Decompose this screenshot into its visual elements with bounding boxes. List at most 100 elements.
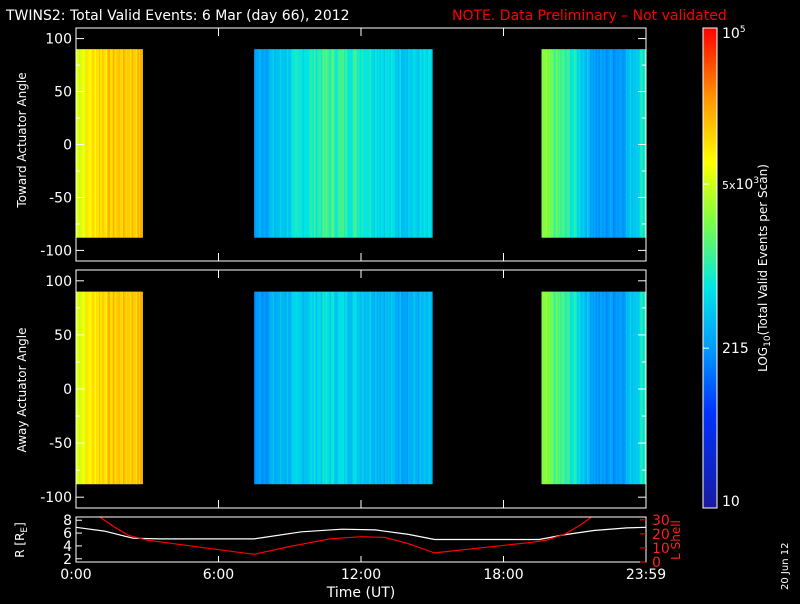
heatmap-column: [642, 49, 645, 238]
heatmap-column: [555, 291, 558, 485]
heatmap-column: [601, 291, 604, 485]
heatmap-column: [268, 291, 271, 485]
heatmap-column: [641, 49, 644, 238]
heatmap-column: [578, 291, 581, 485]
heatmap-column: [355, 291, 358, 485]
heatmap-column: [295, 291, 298, 485]
heatmap-column: [259, 291, 262, 485]
heatmap-column: [635, 291, 638, 485]
heatmap-column: [80, 49, 83, 238]
heatmap-column: [618, 291, 621, 485]
heatmap-column: [636, 291, 639, 485]
y-tick-label: 0: [63, 382, 72, 398]
heatmap-column: [361, 49, 363, 238]
heatmap-column: [318, 49, 321, 238]
heatmap-column: [612, 291, 615, 485]
heatmap-column: [84, 49, 87, 238]
heatmap-column: [425, 49, 427, 238]
colorbar-tick-label: 105: [722, 25, 746, 42]
heatmap-column: [634, 291, 636, 485]
heatmap-column: [385, 49, 388, 238]
chart-title: TWINS2: Total Valid Events: 6 Mar (day 6…: [5, 8, 350, 24]
heatmap-column: [281, 291, 284, 485]
y-axis-label: Toward Actuator Angle: [15, 72, 29, 208]
heatmap-column: [409, 49, 412, 238]
heatmap-column: [572, 291, 575, 485]
heatmap-column: [390, 49, 393, 238]
radius-axis-label: R [RE]: [13, 522, 30, 558]
colorbar-ticks: 105 5x103 215 10: [703, 25, 759, 510]
heatmap-column: [599, 49, 602, 238]
heatmap-column: [268, 49, 271, 238]
heatmap-column: [624, 291, 626, 485]
heatmap-column: [254, 291, 256, 485]
heatmap-column: [118, 291, 121, 485]
heatmap-column: [430, 291, 433, 485]
heatmap-column: [294, 291, 296, 485]
heatmap-column: [415, 49, 417, 238]
y-tick-label: -100: [40, 243, 72, 259]
heatmap-column: [302, 49, 305, 238]
heatmap-column: [299, 49, 302, 238]
heatmap-column: [595, 49, 598, 238]
heatmap-column: [376, 49, 379, 238]
heatmap-column: [589, 291, 592, 485]
heatmap-column: [121, 49, 124, 238]
heatmap-column: [117, 291, 120, 485]
heatmap-column: [313, 291, 316, 485]
heatmap-column: [604, 291, 607, 485]
heatmap-column: [77, 291, 80, 485]
y-tick-label: 100: [45, 274, 72, 290]
heatmap-column: [632, 49, 635, 238]
heatmap-column: [332, 49, 335, 238]
heatmap-column: [561, 291, 564, 485]
heatmap-column: [634, 49, 636, 238]
heatmap-column: [306, 49, 309, 238]
heatmap-column: [288, 49, 291, 238]
heatmap-column: [341, 49, 343, 238]
heatmap-column: [336, 49, 339, 238]
heatmap-column: [392, 49, 395, 238]
heatmap-column: [398, 291, 400, 485]
heatmap-column: [322, 291, 325, 485]
heatmap-column: [94, 49, 97, 238]
y2-tick-label: 0: [652, 555, 661, 571]
heatmap-column: [568, 291, 571, 485]
heatmap-column: [279, 49, 282, 238]
y2-tick-label: 10: [652, 541, 670, 557]
heatmap-column: [642, 291, 645, 485]
heatmap-column: [127, 49, 130, 238]
heatmap-column: [269, 291, 272, 485]
heatmap-column: [321, 49, 323, 238]
heatmap-column: [335, 49, 338, 238]
heatmap-column: [301, 291, 303, 485]
heatmap-column: [625, 291, 628, 485]
heatmap-column: [579, 49, 582, 238]
heatmap-column: [608, 291, 611, 485]
heatmap-column: [369, 291, 372, 485]
heatmap-column: [363, 291, 366, 485]
heatmap-column: [111, 291, 114, 485]
heatmap-column: [389, 291, 392, 485]
heatmap-column: [111, 49, 114, 238]
heatmap-column: [611, 49, 614, 238]
toward-angle-panel: 100 50 0 -50 -100 Toward Actuator Angle: [15, 27, 647, 262]
heatmap-column: [393, 49, 396, 238]
heatmap-column: [552, 49, 555, 238]
heatmap-column: [339, 291, 342, 485]
lshell-line: [99, 516, 592, 555]
heatmap-column: [276, 291, 279, 485]
heatmap-column: [412, 291, 415, 485]
heatmap-column: [90, 291, 93, 485]
heatmap-column: [271, 291, 274, 485]
heatmap-column: [131, 49, 134, 238]
heatmap-column: [105, 49, 108, 238]
heatmap-column: [589, 49, 592, 238]
heatmap-column: [425, 291, 427, 485]
heatmap-column: [271, 49, 274, 238]
heatmap-column: [91, 291, 94, 485]
x-tick-label: 23:59: [626, 567, 666, 583]
heatmap-column: [140, 49, 142, 238]
heatmap-column: [366, 49, 369, 238]
